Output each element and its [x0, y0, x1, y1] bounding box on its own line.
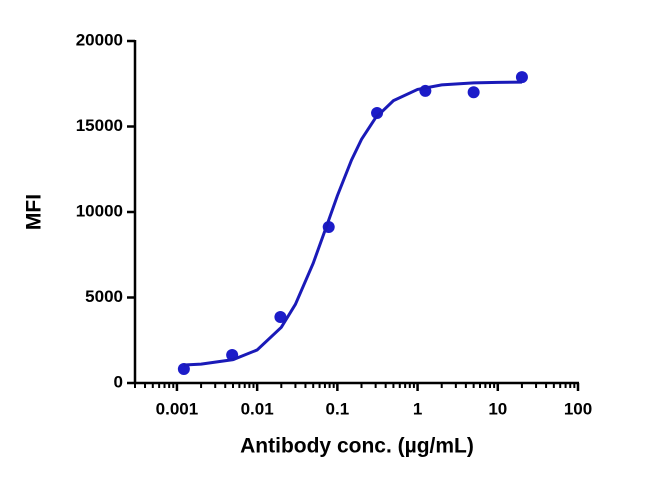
data-point: [371, 106, 384, 119]
fit-curve: [183, 80, 522, 367]
x-tick-label: 0.1: [326, 399, 350, 418]
data-point: [274, 310, 287, 323]
x-tick-label: 1: [413, 399, 422, 418]
x-tick-label: 10: [488, 399, 507, 418]
x-axis-label: Antibody conc. (µg/mL): [240, 435, 474, 458]
y-tick-label: 10000: [76, 201, 123, 220]
x-tick-label: 0.01: [241, 399, 274, 418]
x-tick-label: 100: [564, 399, 592, 418]
y-tick-label: 5000: [85, 287, 123, 306]
y-axis-label: MFI: [23, 194, 46, 230]
y-tick-label: 15000: [76, 116, 123, 135]
data-point: [467, 86, 480, 99]
data-point: [515, 71, 528, 84]
y-tick-label: 20000: [76, 30, 123, 49]
x-tick-label: 0.001: [156, 399, 199, 418]
y-tick-label: 0: [114, 372, 123, 391]
